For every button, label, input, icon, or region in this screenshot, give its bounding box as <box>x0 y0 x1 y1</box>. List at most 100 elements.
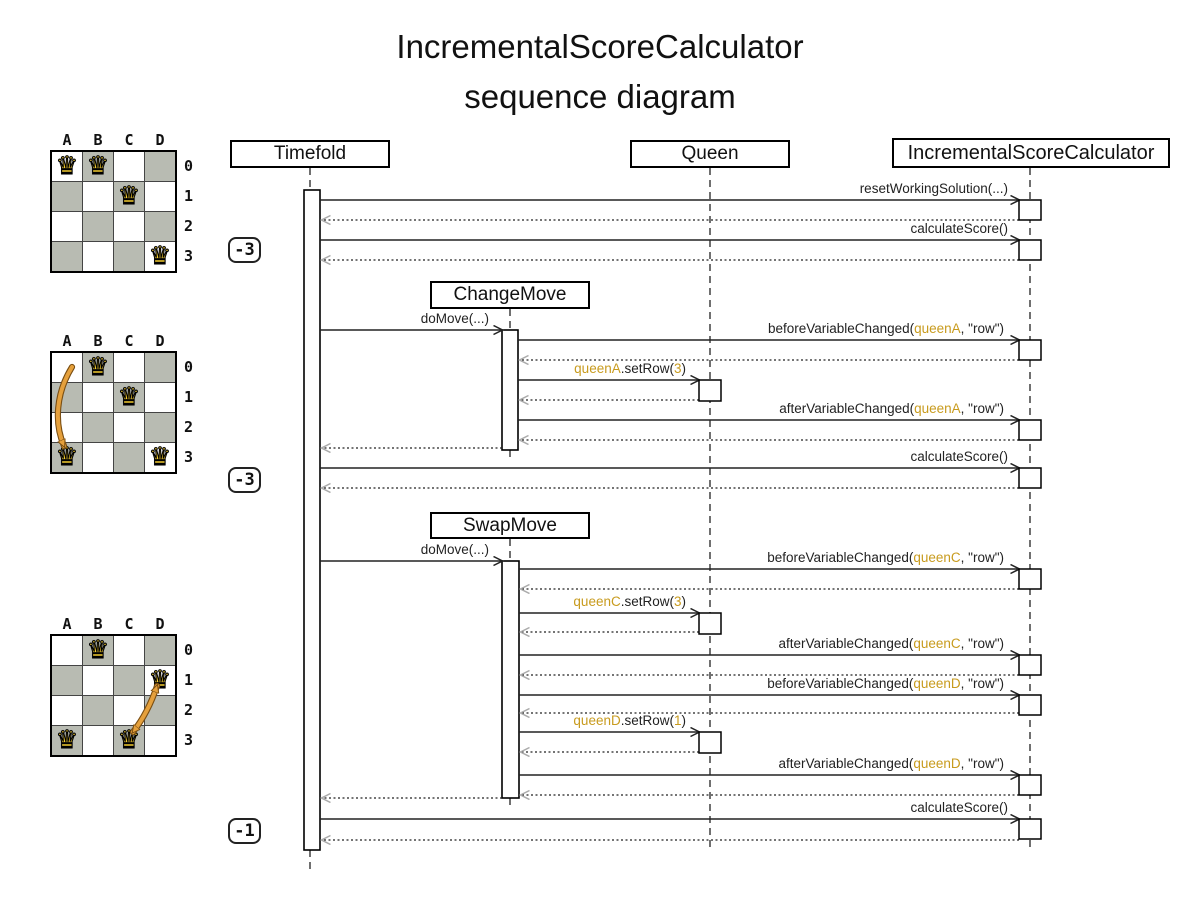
message-label-part: ) <box>681 594 687 609</box>
board-cell-d3: ♛ <box>145 241 175 271</box>
message-label-accent-part: queenD <box>573 713 621 728</box>
message-label-reset-working-solution: resetWorkingSolution(...) <box>860 181 1008 196</box>
message-label-accent-part: queenD <box>913 756 961 771</box>
lifeline-header-queen: Queen <box>630 140 790 168</box>
board-grid: ♛ ♛ ♛ ♛ <box>50 351 177 474</box>
board-cell-a0: ♛ <box>52 151 82 181</box>
board-cell-d3 <box>145 726 175 755</box>
board-cell-b0: ♛ <box>83 151 113 181</box>
board-cell-a2 <box>52 696 82 725</box>
board-cell-d1 <box>145 182 175 211</box>
board-cell-a2 <box>52 413 82 442</box>
queen-icon-d1: ♛ <box>148 665 172 694</box>
row-label-2: 2 <box>184 418 194 436</box>
board-cell-b0: ♛ <box>83 635 113 665</box>
message-label-do-move-1: doMove(...) <box>421 311 489 326</box>
board-cell-c3: ♛ <box>114 725 144 755</box>
row-label-0: 0 <box>184 157 194 175</box>
message-label-part: , "row") <box>960 636 1004 651</box>
activation-box-isc-7 <box>1018 654 1042 676</box>
board-cell-a3: ♛ <box>52 725 82 755</box>
lifeline-header-incrementalscorecalculator-label: IncrementalScoreCalculator <box>907 141 1155 164</box>
diagram-title: IncrementalScoreCalculator sequence diag… <box>0 22 1200 122</box>
board-cell-c0 <box>114 636 144 665</box>
message-label-part: doMove(...) <box>420 542 489 557</box>
score-badge-3: -1 <box>228 818 261 844</box>
board-cell-d0 <box>145 353 175 382</box>
row-label-0: 0 <box>184 358 194 376</box>
row-label-3: 3 <box>184 731 194 749</box>
row-label-1: 1 <box>184 388 194 406</box>
activation-box-queen-2 <box>698 612 722 635</box>
message-label-part: .setRow( <box>620 713 674 728</box>
message-label-after-variable-changed-queen-d: afterVariableChanged(queenD, "row") <box>779 756 1004 771</box>
message-label-part: beforeVariableChanged( <box>768 321 915 336</box>
score-badge-2-value: -3 <box>234 470 255 490</box>
message-label-calculate-score-3: calculateScore() <box>910 800 1008 815</box>
message-label-part: afterVariableChanged( <box>779 401 915 416</box>
frame-swapmove-label: SwapMove <box>463 514 557 536</box>
message-label-before-variable-changed-queen-c: beforeVariableChanged(queenC, "row") <box>767 550 1004 565</box>
board-cell-c0 <box>114 353 144 382</box>
frame-swapmove: SwapMove <box>430 512 590 539</box>
column-label-b: B <box>93 131 103 149</box>
message-label-queen-a-set-row: queenA.setRow(3) <box>574 361 686 376</box>
activation-box-isc-10 <box>1018 818 1042 840</box>
message-label-accent-part: queenC <box>913 636 961 651</box>
message-label-after-variable-changed-queen-c: afterVariableChanged(queenC, "row") <box>779 636 1004 651</box>
message-label-accent-part: 3 <box>673 361 682 376</box>
queen-icon-c1: ♛ <box>117 382 141 411</box>
lifeline-header-timefold: Timefold <box>230 140 390 168</box>
column-label-b: B <box>93 615 103 633</box>
board-cell-c0 <box>114 152 144 181</box>
message-label-part: , "row") <box>960 321 1004 336</box>
message-label-part: .setRow( <box>620 594 674 609</box>
board-cell-b1 <box>83 182 113 211</box>
queen-icon-a0: ♛ <box>55 151 79 180</box>
row-label-3: 3 <box>184 247 194 265</box>
row-label-1: 1 <box>184 671 194 689</box>
queen-icon-c1: ♛ <box>117 181 141 210</box>
board-cell-b2 <box>83 696 113 725</box>
message-label-part: , "row") <box>960 676 1004 691</box>
message-label-part: resetWorkingSolution(...) <box>859 181 1008 196</box>
board-cell-b3 <box>83 726 113 755</box>
board-cell-d3: ♛ <box>145 442 175 472</box>
message-label-queen-c-set-row: queenC.setRow(3) <box>573 594 686 609</box>
board-cell-a1 <box>52 666 82 695</box>
message-label-part: doMove(...) <box>420 311 489 326</box>
column-label-d: D <box>155 332 165 350</box>
board-cell-a1 <box>52 182 82 211</box>
activation-box-isc-6 <box>1018 568 1042 590</box>
board-cell-b2 <box>83 212 113 241</box>
column-label-b: B <box>93 332 103 350</box>
board-cell-c2 <box>114 696 144 725</box>
message-label-part: afterVariableChanged( <box>778 756 914 771</box>
column-label-c: C <box>124 615 134 633</box>
message-label-accent-part: queenC <box>573 594 621 609</box>
score-badge-2: -3 <box>228 467 261 493</box>
message-label-part: ) <box>681 361 687 376</box>
message-label-accent-part: queenC <box>913 550 961 565</box>
queen-icon-b0: ♛ <box>86 352 110 381</box>
message-label-accent-part: queenD <box>913 676 961 691</box>
message-label-before-variable-changed-queen-a: beforeVariableChanged(queenA, "row") <box>768 321 1004 336</box>
board-cell-a3: ♛ <box>52 442 82 472</box>
message-label-part: afterVariableChanged( <box>778 636 914 651</box>
board-cell-b3 <box>83 443 113 472</box>
message-label-before-variable-changed-queen-d: beforeVariableChanged(queenD, "row") <box>767 676 1004 691</box>
activation-box-isc-5 <box>1018 467 1042 489</box>
board-cell-d2 <box>145 413 175 442</box>
message-label-part: beforeVariableChanged( <box>767 550 914 565</box>
message-label-accent-part: 3 <box>673 594 682 609</box>
row-label-0: 0 <box>184 641 194 659</box>
activation-box-queen-1 <box>698 379 722 402</box>
row-label-3: 3 <box>184 448 194 466</box>
board-cell-b1 <box>83 383 113 412</box>
board-grid: ♛ ♛ ♛ ♛ <box>50 634 177 757</box>
queen-icon-a3: ♛ <box>55 442 79 471</box>
row-label-2: 2 <box>184 701 194 719</box>
message-label-part: .setRow( <box>620 361 674 376</box>
board-cell-c1: ♛ <box>114 181 144 211</box>
column-label-a: A <box>62 131 72 149</box>
